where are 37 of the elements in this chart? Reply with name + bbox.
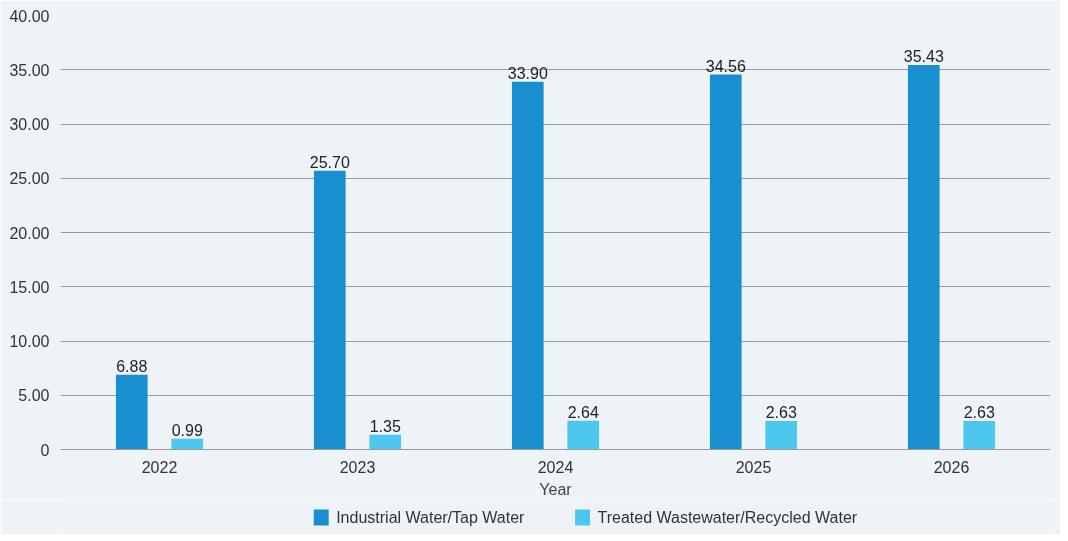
y-tick-label: 10.00 [9,333,50,350]
data-label: 1.35 [369,417,401,435]
data-label: 6.88 [116,357,148,375]
bar [567,420,600,450]
data-label: 2.63 [765,403,797,421]
data-label: 2.63 [963,403,995,421]
y-tick-label: 0 [40,441,50,459]
x-tick-label: 2022 [141,458,178,476]
bar [765,420,798,450]
bar [313,170,346,450]
legend-label: Treated Wastewater/Recycled Water [597,509,858,526]
bar [709,74,742,450]
data-label: 33.90 [507,64,548,82]
legend-label: Industrial Water/Tap Water [336,509,526,526]
y-tick-label: 15.00 [9,278,50,296]
bar [171,438,204,450]
y-tick-label: 40.00 [9,7,50,25]
bar [369,434,402,450]
bar [963,420,996,450]
data-label: 25.70 [309,153,350,171]
x-tick-label: 2026 [933,458,970,476]
x-tick-label: 2023 [339,458,376,476]
bar [511,81,544,450]
bar [115,374,148,450]
data-label: 34.56 [705,57,746,75]
x-tick-label: 2024 [537,458,574,476]
y-tick-label: 5.00 [18,387,50,405]
data-label: 2.64 [567,403,599,421]
y-tick-label: 20.00 [9,224,50,242]
x-axis-title: Year [539,480,573,498]
y-tick-label: 25.00 [9,170,50,188]
bar [907,65,940,450]
data-label: 0.99 [171,421,203,439]
y-tick-label: 30.00 [9,116,50,133]
data-label: 35.43 [903,48,944,66]
x-tick-label: 2025 [735,458,772,476]
y-tick-label: 35.00 [9,61,50,79]
